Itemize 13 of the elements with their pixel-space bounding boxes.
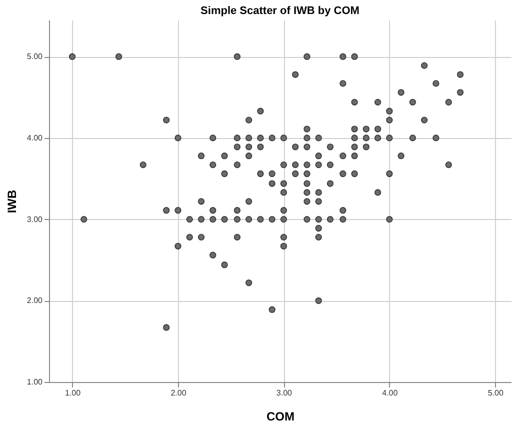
x-tick-label: 3.00 bbox=[276, 388, 293, 398]
y-tick-label: 2.00 bbox=[26, 296, 44, 306]
y-tick-label: 1.00 bbox=[26, 378, 44, 386]
x-axis-title: COM bbox=[266, 410, 294, 424]
y-tick-label: 4.00 bbox=[26, 133, 44, 142]
x-tick-label: 5.00 bbox=[488, 388, 504, 398]
y-axis-title: IWB bbox=[4, 190, 19, 214]
y-tick-label: 3.00 bbox=[26, 214, 44, 224]
x-tick-label: 4.00 bbox=[382, 388, 398, 398]
chart-title: Simple Scatter of IWB by COM bbox=[200, 5, 360, 17]
x-tick-label: 2.00 bbox=[170, 388, 187, 398]
x-tick-label: 1.00 bbox=[64, 388, 82, 398]
y-tick-label: 5.00 bbox=[26, 52, 44, 62]
